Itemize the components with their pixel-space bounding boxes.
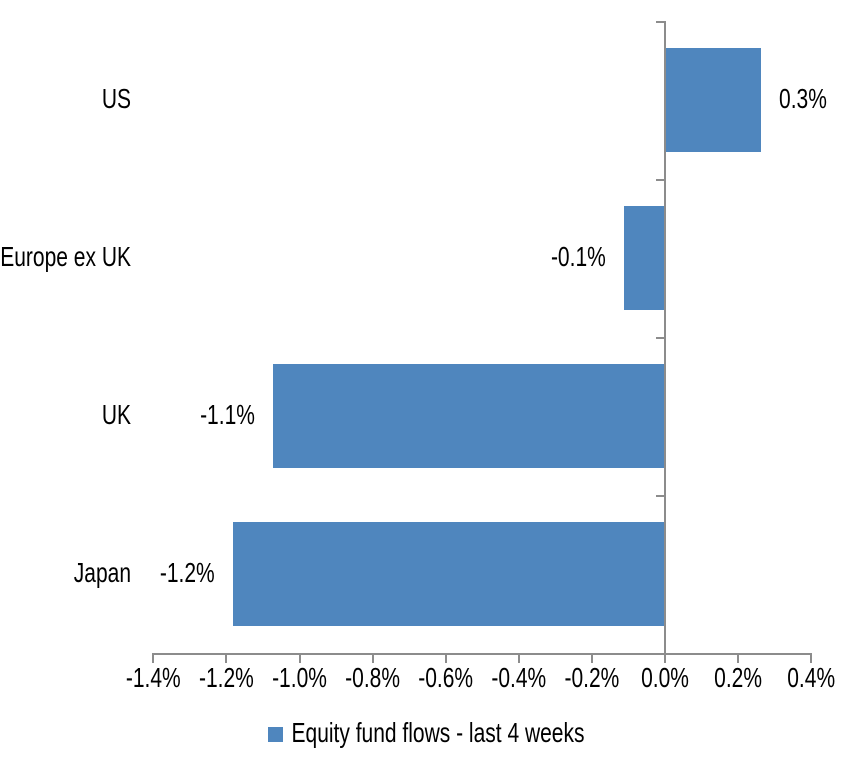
x-axis-tick: [737, 655, 740, 663]
x-axis-line: [152, 653, 813, 655]
category-axis-tick: [656, 336, 664, 339]
data-label-japan: -1.2%: [159, 557, 215, 589]
x-axis-tick: [664, 655, 666, 663]
x-axis-tick: [444, 655, 447, 663]
category-axis-tick: [656, 494, 664, 497]
bar-europe-ex-uk: [623, 205, 664, 310]
x-axis-tick: [590, 655, 593, 663]
x-axis-tick: [517, 655, 520, 663]
x-axis-tick: [371, 655, 374, 663]
x-axis-tick-label: 0.0%: [641, 663, 689, 694]
category-axis-tick: [656, 178, 664, 181]
x-axis-tick-label: -1.0%: [272, 663, 327, 694]
data-label-europe-ex-uk: -0.1%: [550, 241, 606, 273]
legend-label: Equity fund flows - last 4 weeks: [291, 718, 585, 749]
category-label-europe-ex-uk: Europe ex UK: [0, 241, 131, 273]
bar-us: [666, 47, 762, 152]
x-axis-tick: [298, 655, 301, 663]
category-label-us: US: [101, 83, 131, 115]
category-axis-tick: [656, 21, 664, 23]
x-axis-tick-label: -0.8%: [345, 663, 401, 694]
x-axis-tick: [810, 655, 813, 663]
x-axis-tick-label: 0.4%: [787, 663, 836, 694]
x-axis-tick: [152, 655, 155, 663]
x-axis-tick-label: -0.6%: [418, 663, 474, 694]
x-axis-tick-label: -0.4%: [491, 663, 547, 694]
data-label-us: 0.3%: [779, 83, 827, 115]
legend: Equity fund flows - last 4 weeks: [0, 718, 852, 749]
x-axis-tick-label: -0.2%: [564, 663, 620, 694]
x-axis-tick: [225, 655, 228, 663]
legend-marker-icon: [267, 726, 283, 742]
bar-uk: [272, 363, 664, 468]
category-label-uk: UK: [101, 399, 131, 431]
bar-japan: [232, 521, 664, 626]
category-axis-line: [664, 21, 666, 655]
category-label-japan: Japan: [73, 557, 131, 589]
data-label-uk: -1.1%: [200, 399, 255, 431]
x-axis-tick-label: -1.4%: [125, 663, 181, 694]
x-axis-tick-label: -1.2%: [198, 663, 254, 694]
x-axis-tick-label: 0.2%: [714, 663, 763, 694]
